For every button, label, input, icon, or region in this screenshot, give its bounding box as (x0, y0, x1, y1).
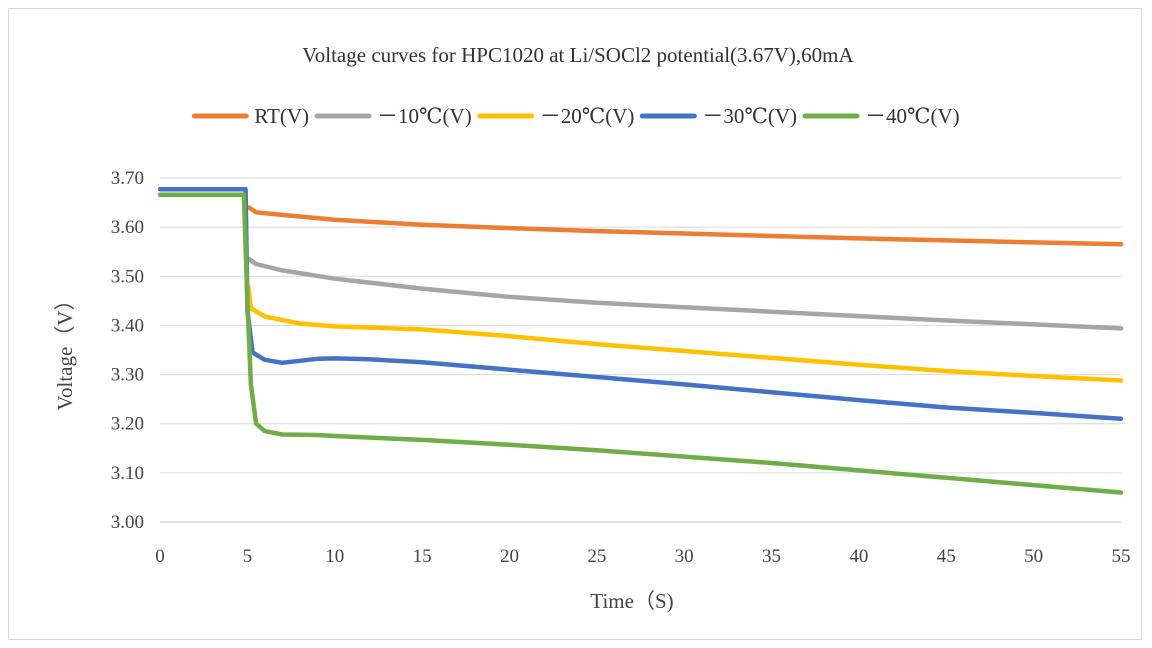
y-tick-label: 3.50 (111, 266, 144, 287)
x-tick-label: 55 (1112, 546, 1131, 567)
chart-frame (8, 8, 1142, 640)
chart-title: Voltage curves for HPC1020 at Li/SOCl2 p… (302, 43, 854, 67)
legend-label: RT(V) (254, 104, 309, 128)
series-line-3 (245, 283, 1124, 383)
y-tick-label: 3.30 (111, 365, 144, 386)
y-tick-label: 3.60 (111, 217, 144, 238)
legend-label: －10℃(V) (377, 104, 472, 128)
x-tick-labels: 0 5 10 15 20 25 30 35 40 45 50 55 (155, 546, 1130, 567)
series-line-4 (157, 187, 1124, 422)
series-line-2 (246, 256, 1124, 331)
x-tick-label: 50 (1024, 546, 1043, 567)
x-tick-label: 35 (762, 546, 781, 567)
x-tick-label: 30 (675, 546, 694, 567)
x-tick-label: 40 (849, 546, 868, 567)
y-tick-labels: 3.00 3.10 3.20 3.30 3.40 3.50 3.60 3.70 (111, 168, 144, 533)
x-tick-label: 0 (155, 546, 165, 567)
series-line-1 (246, 205, 1124, 247)
series-lines (157, 187, 1124, 495)
y-tick-label: 3.70 (111, 168, 144, 189)
x-tick-label: 20 (500, 546, 519, 567)
x-tick-label: 15 (413, 546, 432, 567)
x-tick-label: 45 (937, 546, 956, 567)
y-tick-label: 3.40 (111, 315, 144, 336)
x-axis-title: Time（S) (590, 589, 673, 613)
legend-label: －30℃(V) (702, 104, 797, 128)
legend-label: －20℃(V) (540, 104, 635, 128)
x-tick-label: 25 (587, 546, 606, 567)
x-tick-label: 10 (325, 546, 344, 567)
y-tick-label: 3.20 (111, 414, 144, 435)
y-tick-label: 3.10 (111, 463, 144, 484)
gridlines (160, 177, 1121, 523)
series-line-5 (157, 192, 1124, 495)
legend-label: －40℃(V) (865, 104, 960, 128)
x-tick-label: 5 (243, 546, 253, 567)
legend: RT(V) －10℃(V) －20℃(V) －30℃(V) －40℃(V) (191, 104, 960, 128)
y-tick-label: 3.00 (111, 512, 144, 533)
y-axis-title: Voltage（V） (53, 290, 77, 411)
